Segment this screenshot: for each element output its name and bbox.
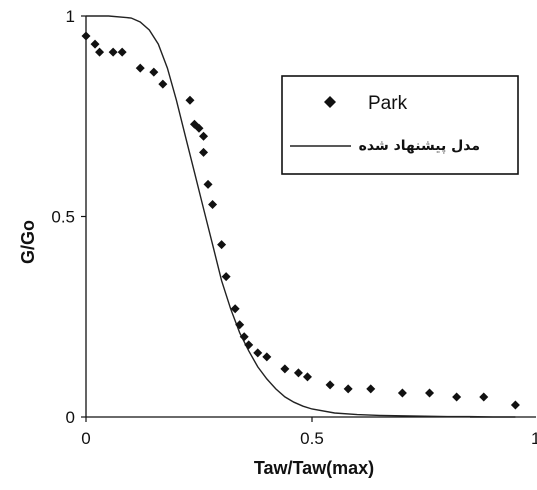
x-tick-label: 0 [81, 429, 90, 448]
data-point-park [262, 352, 272, 362]
data-point-park [343, 384, 353, 394]
x-tick-label: 0.5 [300, 429, 324, 448]
data-point-park [199, 147, 209, 157]
series-park-points [81, 31, 520, 410]
x-axis-title: Taw/Taw(max) [254, 458, 374, 478]
legend-label-model: مدل پیشنهاد شده [359, 138, 480, 154]
data-point-park [199, 131, 209, 141]
y-tick-label: 1 [66, 7, 75, 26]
data-point-park [185, 95, 195, 105]
data-point-park [235, 320, 245, 330]
series-line-model [86, 15, 516, 418]
legend-marker-park [324, 96, 336, 108]
x-tick-label: 1 [531, 429, 537, 448]
data-point-park [325, 380, 335, 390]
data-point-park [194, 123, 204, 133]
data-point-park [117, 47, 127, 57]
data-point-park [280, 364, 290, 374]
y-axis-ticks: 00.51 [51, 7, 86, 427]
data-point-park [479, 392, 489, 402]
x-axis-ticks: 0 0.5 1 [81, 417, 537, 448]
data-point-park [203, 179, 213, 189]
legend-label-park: Park [368, 93, 408, 114]
data-point-park [81, 31, 91, 41]
data-point-park [108, 47, 118, 57]
data-point-park [95, 47, 105, 57]
y-tick-label: 0 [66, 408, 75, 427]
data-point-park [135, 63, 145, 73]
data-point-park [158, 79, 168, 89]
data-point-park [366, 384, 376, 394]
data-point-park [425, 388, 435, 398]
data-point-park [208, 199, 218, 209]
data-point-park [397, 388, 407, 398]
y-tick-label: 0.5 [51, 208, 75, 227]
y-axis-title: G/Go [18, 220, 38, 264]
data-point-park [230, 304, 240, 314]
data-point-park [90, 39, 100, 49]
data-point-park [293, 368, 303, 378]
data-point-park [244, 340, 254, 350]
data-point-park [510, 400, 520, 410]
data-point-park [221, 272, 231, 282]
data-point-park [189, 119, 199, 129]
data-point-park [452, 392, 462, 402]
legend-box [281, 75, 519, 175]
data-point-park [302, 372, 312, 382]
data-point-park [217, 240, 227, 250]
data-point-park [149, 67, 159, 77]
legend: Park مدل پیشنهاد شده [281, 75, 519, 175]
data-point-park [253, 348, 263, 358]
data-point-park [239, 332, 249, 342]
